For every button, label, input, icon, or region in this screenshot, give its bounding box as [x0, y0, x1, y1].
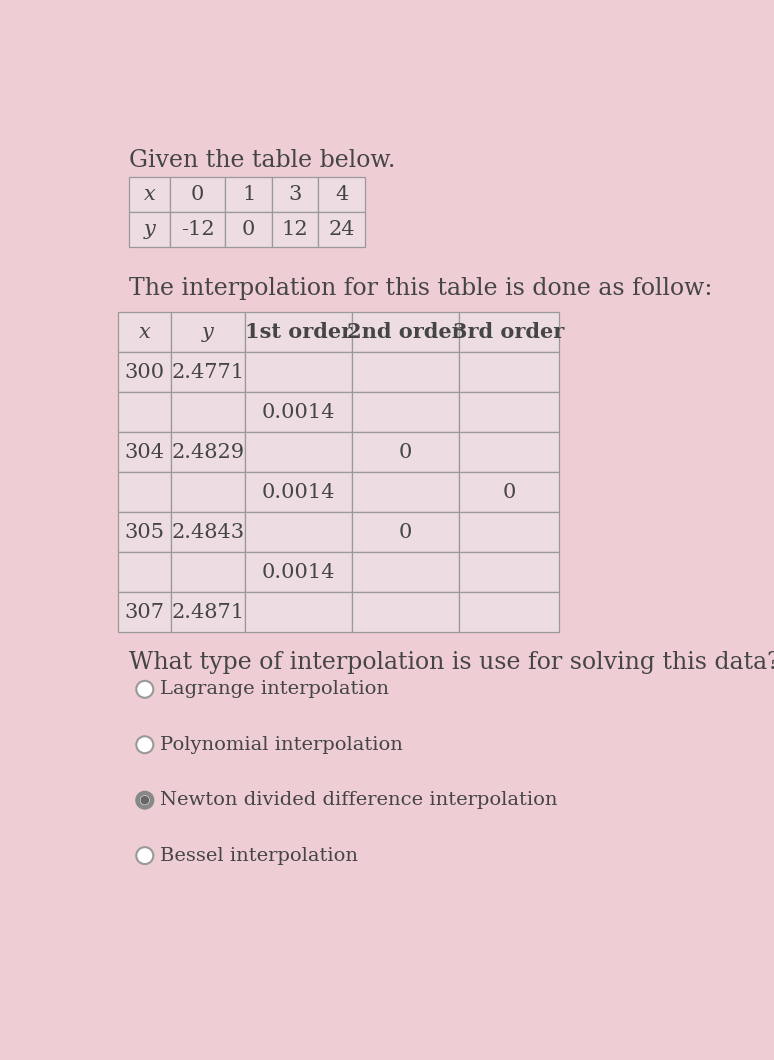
- Text: What type of interpolation is use for solving this data?: What type of interpolation is use for so…: [129, 651, 774, 674]
- Bar: [351, 472, 459, 512]
- Bar: [459, 593, 560, 633]
- Text: Lagrange interpolation: Lagrange interpolation: [160, 681, 389, 699]
- Bar: [118, 352, 171, 392]
- Text: 12: 12: [282, 219, 309, 238]
- Text: 0: 0: [242, 219, 255, 238]
- Bar: [318, 212, 365, 247]
- Text: Bessel interpolation: Bessel interpolation: [160, 847, 358, 865]
- Text: x: x: [143, 186, 156, 205]
- Bar: [225, 212, 272, 247]
- Text: y: y: [202, 322, 214, 341]
- Text: 2.4871: 2.4871: [171, 603, 245, 622]
- Bar: [245, 312, 351, 352]
- Bar: [245, 352, 351, 392]
- Text: 300: 300: [125, 363, 165, 382]
- Bar: [459, 432, 560, 472]
- Text: -12: -12: [180, 219, 214, 238]
- Bar: [245, 472, 351, 512]
- Bar: [171, 512, 245, 552]
- Bar: [351, 593, 459, 633]
- Text: y: y: [143, 219, 156, 238]
- Text: 4: 4: [335, 186, 348, 205]
- Text: 0.0014: 0.0014: [262, 563, 335, 582]
- Text: 1st order: 1st order: [245, 322, 352, 342]
- Text: 2.4843: 2.4843: [171, 523, 245, 542]
- Bar: [245, 512, 351, 552]
- Circle shape: [136, 792, 153, 809]
- Bar: [129, 212, 170, 247]
- Bar: [171, 432, 245, 472]
- Bar: [351, 512, 459, 552]
- Bar: [351, 312, 459, 352]
- Text: The interpolation for this table is done as follow:: The interpolation for this table is done…: [129, 278, 713, 300]
- Bar: [118, 552, 171, 593]
- Text: 307: 307: [125, 603, 165, 622]
- Bar: [272, 212, 318, 247]
- Bar: [171, 552, 245, 593]
- Text: 305: 305: [125, 523, 165, 542]
- Bar: [171, 593, 245, 633]
- Text: 2.4829: 2.4829: [171, 443, 245, 462]
- Text: 24: 24: [328, 219, 355, 238]
- Text: 0.0014: 0.0014: [262, 403, 335, 422]
- Bar: [459, 392, 560, 432]
- Bar: [245, 392, 351, 432]
- Bar: [170, 177, 225, 212]
- Text: Polynomial interpolation: Polynomial interpolation: [160, 736, 403, 754]
- Bar: [118, 593, 171, 633]
- Text: 0: 0: [191, 186, 204, 205]
- Circle shape: [136, 737, 153, 754]
- Bar: [245, 432, 351, 472]
- Bar: [171, 352, 245, 392]
- Text: Given the table below.: Given the table below.: [129, 148, 396, 172]
- Bar: [118, 432, 171, 472]
- Bar: [459, 312, 560, 352]
- Circle shape: [140, 796, 149, 805]
- Bar: [225, 177, 272, 212]
- Bar: [118, 472, 171, 512]
- Text: 3: 3: [289, 186, 302, 205]
- Text: 1: 1: [242, 186, 255, 205]
- Bar: [318, 177, 365, 212]
- Bar: [171, 472, 245, 512]
- Text: Newton divided difference interpolation: Newton divided difference interpolation: [160, 791, 558, 809]
- Text: 304: 304: [125, 443, 165, 462]
- Bar: [118, 392, 171, 432]
- Bar: [459, 512, 560, 552]
- Text: 2nd order: 2nd order: [348, 322, 463, 342]
- Bar: [245, 593, 351, 633]
- Bar: [459, 552, 560, 593]
- Bar: [118, 512, 171, 552]
- Bar: [351, 352, 459, 392]
- Text: 3rd order: 3rd order: [454, 322, 565, 342]
- Bar: [129, 177, 170, 212]
- Bar: [351, 392, 459, 432]
- Circle shape: [136, 681, 153, 697]
- Circle shape: [136, 847, 153, 864]
- Bar: [245, 552, 351, 593]
- Bar: [351, 432, 459, 472]
- Text: x: x: [139, 322, 151, 341]
- Text: 0.0014: 0.0014: [262, 482, 335, 501]
- Bar: [118, 312, 171, 352]
- Bar: [171, 392, 245, 432]
- Bar: [171, 312, 245, 352]
- Bar: [170, 212, 225, 247]
- Bar: [272, 177, 318, 212]
- Bar: [459, 472, 560, 512]
- Bar: [351, 552, 459, 593]
- Text: 0: 0: [399, 443, 412, 462]
- Bar: [459, 352, 560, 392]
- Text: 0: 0: [502, 482, 515, 501]
- Text: 2.4771: 2.4771: [171, 363, 245, 382]
- Text: 0: 0: [399, 523, 412, 542]
